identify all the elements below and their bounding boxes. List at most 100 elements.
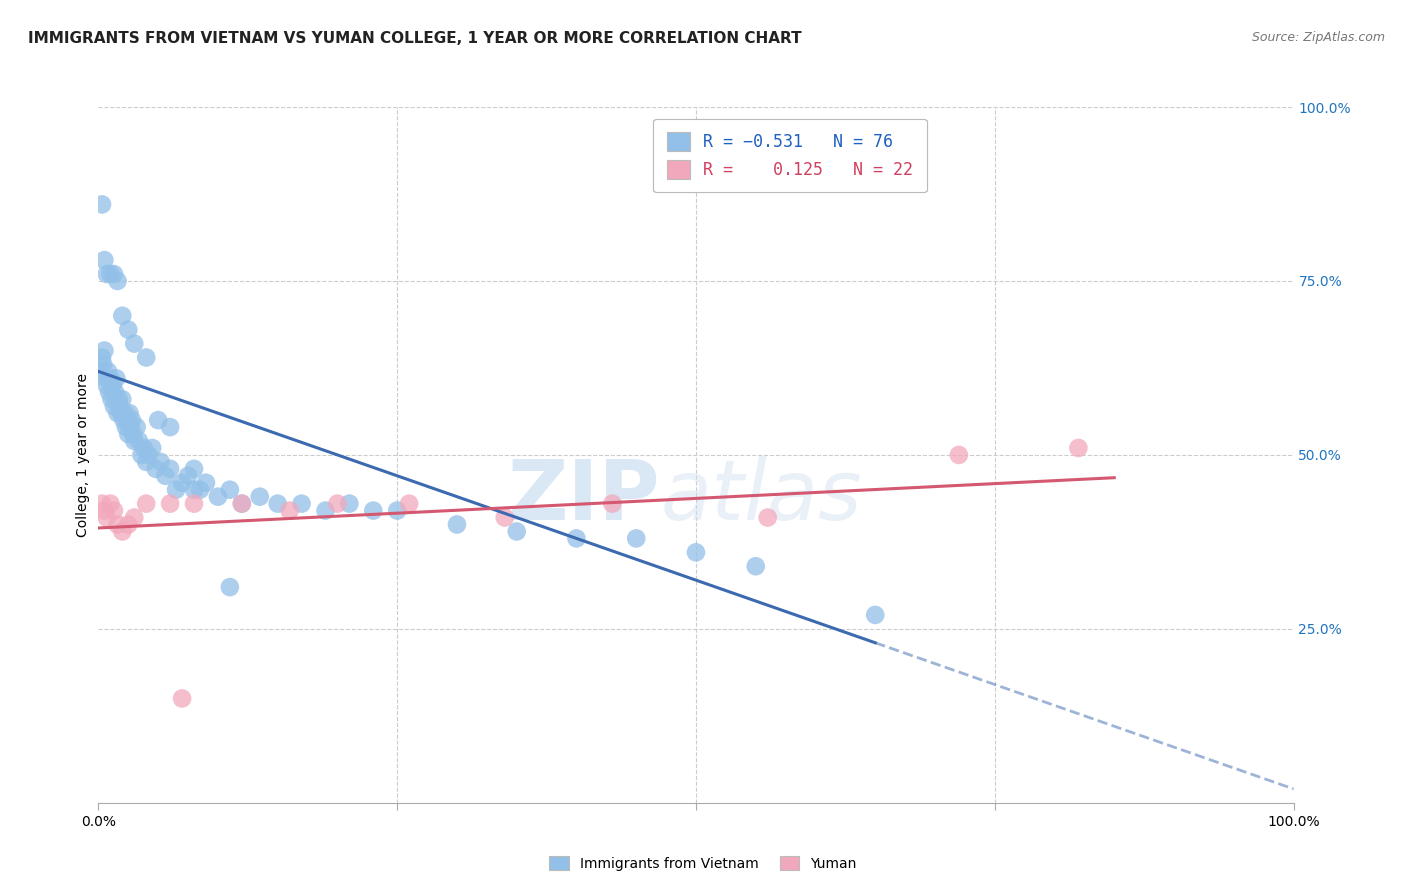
Point: [183, 462, 205, 476]
Point: [188, 483, 211, 497]
Point: [267, 497, 290, 511]
Point: [110, 406, 132, 420]
Point: [363, 503, 385, 517]
Point: [219, 580, 242, 594]
Point: [93, 343, 115, 358]
Point: [756, 510, 779, 524]
Point: [117, 323, 139, 337]
Point: [278, 503, 301, 517]
Point: [124, 510, 146, 524]
Point: [105, 371, 128, 385]
Point: [207, 490, 229, 504]
Point: [98, 497, 122, 511]
Point: [565, 532, 588, 546]
Point: [159, 420, 181, 434]
Point: [91, 497, 114, 511]
Point: [159, 462, 181, 476]
Point: [96, 267, 118, 281]
Point: [745, 559, 768, 574]
Point: [326, 497, 349, 511]
Point: [165, 483, 187, 497]
Point: [159, 497, 181, 511]
Point: [149, 455, 172, 469]
Point: [111, 309, 134, 323]
Point: [138, 448, 160, 462]
Point: [145, 462, 167, 476]
Point: [219, 483, 242, 497]
Point: [96, 510, 118, 524]
Point: [111, 392, 134, 407]
Point: [91, 351, 114, 365]
Point: [117, 427, 139, 442]
Point: [125, 420, 148, 434]
Point: [195, 475, 218, 490]
Point: [117, 517, 139, 532]
Point: [183, 483, 205, 497]
Point: [114, 406, 136, 420]
Point: [249, 490, 271, 504]
Text: Source: ZipAtlas.com: Source: ZipAtlas.com: [1251, 31, 1385, 45]
Point: [948, 448, 970, 462]
Point: [107, 406, 129, 420]
Point: [506, 524, 529, 539]
Point: [93, 503, 115, 517]
Point: [494, 510, 516, 524]
Point: [104, 385, 127, 400]
Point: [231, 497, 253, 511]
Point: [120, 420, 142, 434]
Text: atlas: atlas: [661, 456, 862, 537]
Point: [98, 371, 122, 385]
Point: [231, 497, 253, 511]
Point: [1067, 441, 1090, 455]
Point: [141, 441, 163, 455]
Point: [94, 371, 117, 385]
Point: [132, 441, 155, 455]
Point: [90, 364, 112, 378]
Point: [626, 532, 648, 546]
Point: [107, 392, 129, 407]
Point: [103, 399, 125, 413]
Point: [98, 385, 121, 400]
Point: [339, 497, 361, 511]
Point: [177, 468, 200, 483]
Point: [602, 497, 624, 511]
Point: [107, 517, 129, 532]
Text: ZIP: ZIP: [508, 456, 661, 537]
Point: [118, 406, 141, 420]
Point: [128, 434, 150, 448]
Point: [103, 267, 125, 281]
Point: [115, 420, 138, 434]
Point: [135, 455, 157, 469]
Point: [385, 503, 409, 517]
Point: [91, 197, 114, 211]
Point: [107, 274, 129, 288]
Point: [121, 413, 143, 427]
Point: [103, 503, 125, 517]
Point: [96, 378, 118, 392]
Point: [291, 497, 314, 511]
Point: [131, 448, 153, 462]
Point: [685, 545, 707, 559]
Point: [122, 427, 145, 442]
Point: [172, 691, 194, 706]
Point: [155, 468, 177, 483]
Point: [865, 607, 887, 622]
Legend: R = −0.531   N = 76, R =    0.125   N = 22: R = −0.531 N = 76, R = 0.125 N = 22: [654, 119, 927, 193]
Point: [101, 378, 124, 392]
Point: [135, 497, 157, 511]
Point: [124, 336, 146, 351]
Point: [183, 497, 205, 511]
Point: [135, 351, 157, 365]
Point: [91, 358, 114, 372]
Legend: Immigrants from Vietnam, Yuman: Immigrants from Vietnam, Yuman: [544, 850, 862, 876]
Y-axis label: College, 1 year or more: College, 1 year or more: [76, 373, 90, 537]
Point: [446, 517, 468, 532]
Text: IMMIGRANTS FROM VIETNAM VS YUMAN COLLEGE, 1 YEAR OR MORE CORRELATION CHART: IMMIGRANTS FROM VIETNAM VS YUMAN COLLEGE…: [28, 31, 801, 46]
Point: [100, 392, 122, 407]
Point: [115, 413, 138, 427]
Point: [98, 267, 122, 281]
Point: [93, 253, 115, 268]
Point: [398, 497, 420, 511]
Point: [148, 413, 170, 427]
Point: [111, 524, 134, 539]
